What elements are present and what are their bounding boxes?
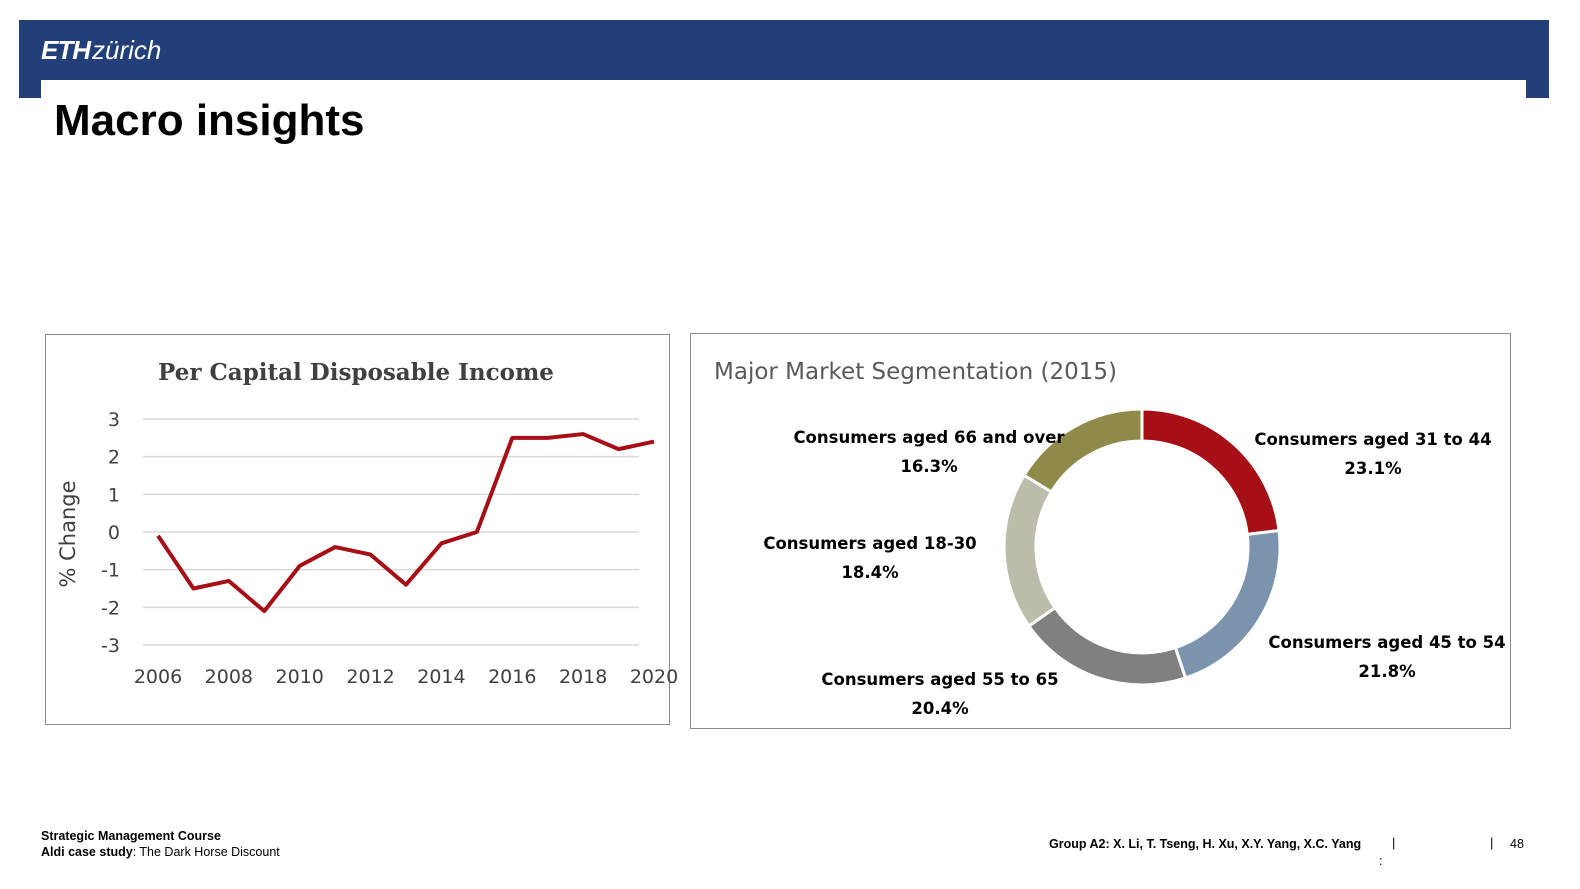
slice-value-label: 21.8% bbox=[1358, 662, 1416, 681]
donut-chart-title: Major Market Segmentation (2015) bbox=[714, 359, 1117, 385]
series-line bbox=[156, 432, 655, 614]
donut-slice bbox=[1002, 473, 1058, 629]
slice-label: Consumers aged 55 to 65 bbox=[821, 670, 1058, 689]
donut-slice bbox=[1173, 528, 1282, 680]
x-tick-label: 2020 bbox=[630, 666, 678, 688]
x-tick-label: 2006 bbox=[134, 666, 182, 688]
y-tick-label: -3 bbox=[101, 635, 120, 657]
x-tick-label: 2012 bbox=[346, 666, 394, 688]
slice-label: Consumers aged 18-30 bbox=[763, 534, 976, 553]
x-tick-label: 2016 bbox=[488, 666, 536, 688]
y-tick-label: -2 bbox=[101, 597, 120, 619]
slice-value-label: 18.4% bbox=[841, 563, 899, 582]
header-tab-right bbox=[1526, 80, 1549, 98]
slice-value-label: 16.3% bbox=[900, 457, 958, 476]
footer-case-title: : The Dark Horse Discount bbox=[132, 845, 280, 859]
eth-logo: ETHzürich bbox=[41, 34, 161, 66]
footer-separator-1: | bbox=[1392, 835, 1396, 850]
donut-chart-panel: Major Market Segmentation (2015) Consumer… bbox=[690, 333, 1511, 729]
page-title: Macro insights bbox=[54, 96, 365, 145]
slice-value-label: 20.4% bbox=[911, 699, 969, 718]
header-tab-left bbox=[19, 80, 41, 98]
slice-label: Consumers aged 66 and over bbox=[793, 428, 1065, 447]
slice-label: Consumers aged 31 to 44 bbox=[1254, 430, 1491, 449]
y-tick-label: -1 bbox=[101, 560, 120, 582]
line-chart-title: Per Capital Disposable Income bbox=[158, 359, 554, 386]
header-bar bbox=[19, 20, 1549, 80]
x-tick-label: 2014 bbox=[417, 666, 465, 688]
line-chart: Per Capital Disposable Income 3 2 1 0 -1 -2 -3 2… bbox=[56, 359, 678, 688]
logo-light-text: zürich bbox=[92, 35, 162, 65]
footer-left: Strategic Management Course Aldi case st… bbox=[41, 828, 280, 860]
y-tick-label: 3 bbox=[108, 409, 120, 431]
y-tick-label: 2 bbox=[108, 447, 120, 469]
page-number: 48 bbox=[1510, 837, 1524, 851]
x-tick-label: 2018 bbox=[559, 666, 607, 688]
line-chart-panel: Per Capital Disposable Income 3 2 1 0 -1 -2 -3 2… bbox=[45, 334, 678, 725]
y-tick-label: 0 bbox=[108, 522, 120, 544]
footer-case-label: Aldi case study bbox=[41, 845, 133, 859]
x-tick-label: 2010 bbox=[276, 666, 324, 688]
donut-slice bbox=[1022, 407, 1144, 494]
footer-colon: : bbox=[1379, 853, 1383, 868]
slice-value-label: 23.1% bbox=[1344, 459, 1402, 478]
donut-slice bbox=[1140, 407, 1281, 537]
y-axis-label: % Change bbox=[56, 480, 80, 587]
logo-bold-text: ETH bbox=[41, 35, 91, 65]
footer-group: Group A2: X. Li, T. Tseng, H. Xu, X.Y. Y… bbox=[1049, 837, 1362, 851]
slice-label: Consumers aged 45 to 54 bbox=[1268, 633, 1505, 652]
footer-separator-2: | bbox=[1490, 835, 1494, 850]
donut-chart: Major Market Segmentation (2015) Consumer… bbox=[714, 359, 1506, 718]
footer-course: Strategic Management Course bbox=[41, 829, 221, 843]
y-tick-label: 1 bbox=[108, 484, 120, 506]
x-tick-label: 2008 bbox=[205, 666, 253, 688]
